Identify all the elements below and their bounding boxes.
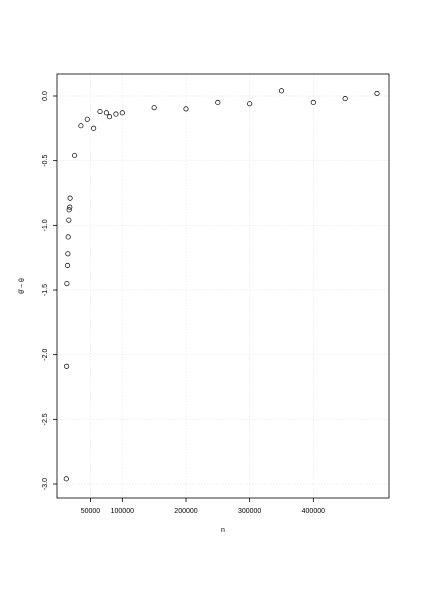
data-point <box>65 251 71 257</box>
y-tick-label: -2.5 <box>42 413 49 425</box>
y-axis: 0.0 -0.5 -1.0 -1.5 -2.0 -2.5 -3.0 <box>42 91 57 490</box>
x-axis-title: n <box>221 527 225 534</box>
grid-lines <box>57 74 389 498</box>
x-tick-label: 300000 <box>238 508 261 515</box>
x-tick-label: 100000 <box>111 508 134 515</box>
plot-frame <box>56 73 390 499</box>
y-tick-label: -1.0 <box>42 219 49 231</box>
x-tick-label: 400000 <box>302 508 325 515</box>
data-point <box>183 106 189 112</box>
data-point <box>97 108 103 115</box>
x-tick-label: 50000 <box>81 508 101 515</box>
data-point <box>247 101 253 107</box>
data-point <box>215 99 221 106</box>
data-point <box>374 90 380 96</box>
y-axis-title: θ̂ − θ <box>19 278 26 294</box>
y-tick-label: -3.0 <box>42 478 49 490</box>
data-point <box>64 262 71 268</box>
data-points <box>63 88 380 482</box>
x-axis: 50000 100000 200000 300000 400000 <box>81 498 325 515</box>
x-tick-label: 200000 <box>174 508 197 515</box>
y-tick-label: -1.5 <box>42 284 49 296</box>
y-tick-label: -2.0 <box>42 349 49 361</box>
data-point <box>66 207 72 213</box>
data-point <box>107 114 113 120</box>
data-point <box>113 111 119 117</box>
data-point <box>64 363 70 369</box>
data-point <box>310 99 316 106</box>
data-point <box>63 476 69 482</box>
data-point <box>119 110 125 116</box>
data-point <box>66 217 72 223</box>
data-point <box>84 116 90 122</box>
y-tick-label: -0.5 <box>42 155 49 167</box>
data-point <box>64 280 70 287</box>
data-point <box>67 195 73 201</box>
data-point <box>342 96 348 102</box>
data-point <box>78 123 84 129</box>
data-point <box>65 234 71 240</box>
data-point <box>103 110 109 116</box>
data-point <box>151 105 157 111</box>
data-point <box>278 88 285 94</box>
data-point <box>67 204 73 210</box>
data-point <box>72 152 78 159</box>
data-point <box>91 125 97 131</box>
y-tick-label: 0.0 <box>42 91 49 101</box>
